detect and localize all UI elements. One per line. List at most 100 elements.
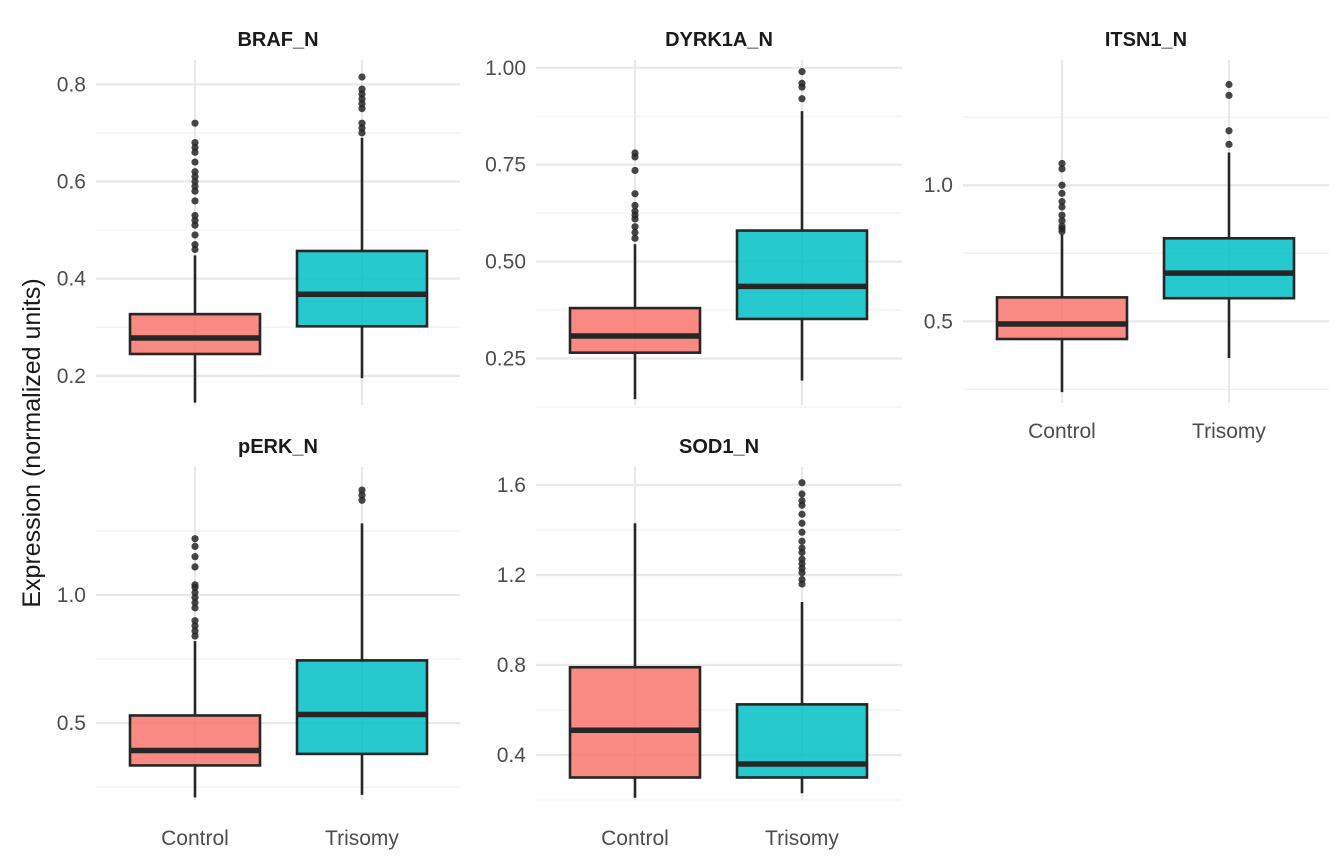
- outlier-point: [631, 149, 639, 157]
- y-tick-label: 0.75: [485, 154, 526, 177]
- outlier-point: [798, 497, 806, 505]
- outlier-point: [631, 234, 639, 242]
- outlier-point: [191, 632, 199, 640]
- y-tick-label: 0.2: [57, 365, 86, 388]
- outlier-point: [798, 528, 806, 536]
- x-tick-label: Trisomy: [765, 827, 839, 850]
- panel-sod1-n: 0.4 0.8 1.2 1.6 SOD1_N Control Trisomy: [497, 436, 902, 850]
- interquartile-box: [568, 665, 702, 779]
- outlier-point: [1225, 80, 1233, 89]
- outlier-point: [191, 622, 199, 630]
- interquartile-box: [295, 249, 429, 328]
- outlier-point: [191, 581, 199, 589]
- interquartile-box: [568, 306, 702, 354]
- x-tick-label: Control: [1028, 420, 1096, 443]
- outlier-point: [1058, 159, 1066, 168]
- outlier-point: [798, 79, 806, 87]
- outlier-point: [631, 207, 639, 215]
- outlier-point: [191, 599, 199, 607]
- outlier-point: [191, 168, 199, 176]
- outlier-point: [1058, 181, 1066, 189]
- y-tick-label: 0.25: [485, 347, 526, 370]
- panel-dyrk1a-n: 0.25 0.50 0.75 1.00 DYRK1A_N: [485, 29, 902, 408]
- interquartile-box: [128, 714, 262, 767]
- outlier-point: [191, 139, 199, 147]
- x-tick-label: Trisomy: [325, 827, 399, 850]
- outlier-point: [1225, 140, 1233, 148]
- outlier-point: [191, 553, 199, 561]
- x-tick-label: Trisomy: [1192, 420, 1266, 443]
- outlier-point: [798, 68, 806, 76]
- outlier-point: [631, 223, 639, 231]
- outlier-point: [358, 73, 366, 81]
- outlier-point: [358, 119, 366, 127]
- outlier-point: [798, 537, 806, 545]
- outlier-point: [1058, 197, 1066, 206]
- y-tick-label: 0.5: [57, 712, 86, 735]
- outlier-point: [1058, 165, 1066, 173]
- box-trisomy: [735, 479, 869, 794]
- outlier-point: [191, 119, 199, 127]
- x-tick-label: Control: [161, 827, 229, 850]
- outlier-point: [191, 563, 199, 571]
- y-tick-label: 0.50: [485, 251, 526, 274]
- box-control: [568, 523, 702, 798]
- box-control: [128, 535, 262, 798]
- panel-itsn1-n: 0.5 1.0 ITSN1_N Control Trisomy: [924, 29, 1329, 443]
- box-control: [995, 159, 1129, 393]
- outlier-point: [1058, 217, 1066, 225]
- outlier-point: [1058, 189, 1066, 197]
- outlier-point: [798, 510, 806, 518]
- y-tick-label: 0.4: [497, 744, 527, 767]
- panel-title: DYRK1A_N: [665, 29, 773, 51]
- panel-title: BRAF_N: [237, 29, 318, 51]
- x-tick-label: Control: [601, 827, 669, 850]
- box-trisomy: [295, 73, 429, 379]
- y-tick-label: 1.2: [497, 564, 526, 587]
- box-trisomy: [295, 486, 429, 795]
- outlier-point: [631, 228, 639, 237]
- outlier-point: [191, 241, 199, 249]
- y-tick-label: 1.0: [57, 584, 86, 607]
- outlier-point: [798, 519, 806, 527]
- interquartile-box: [735, 229, 869, 321]
- outlier-point: [191, 627, 199, 635]
- y-tick-label: 0.8: [497, 654, 526, 677]
- outlier-point: [631, 201, 639, 209]
- interquartile-box: [1162, 237, 1296, 300]
- outlier-point: [191, 542, 199, 551]
- outlier-point: [358, 85, 366, 93]
- outlier-point: [191, 535, 199, 543]
- y-tick-label: 1.0: [924, 174, 953, 197]
- outlier-point: [798, 479, 806, 487]
- outlier-point: [1225, 91, 1233, 99]
- outlier-point: [1058, 203, 1066, 211]
- interquartile-box: [295, 659, 429, 756]
- y-axis-title: Expression (normalized units): [18, 278, 46, 607]
- panel-title: pERK_N: [238, 436, 318, 458]
- outlier-point: [191, 594, 199, 602]
- outlier-point: [191, 231, 199, 239]
- y-tick-label: 0.4: [57, 268, 87, 291]
- y-tick-label: 0.8: [57, 73, 86, 96]
- panel-title: SOD1_N: [679, 436, 759, 458]
- box-control: [128, 119, 262, 403]
- outlier-point: [1058, 222, 1066, 230]
- outlier-point: [358, 486, 366, 494]
- y-tick-label: 0.5: [924, 310, 953, 333]
- outlier-point: [191, 604, 199, 612]
- outlier-point: [798, 95, 806, 103]
- outlier-point: [798, 490, 806, 498]
- y-tick-label: 1.6: [497, 474, 526, 497]
- outlier-point: [358, 496, 366, 504]
- outlier-point: [1225, 127, 1233, 135]
- y-tick-label: 1.00: [485, 57, 526, 80]
- box-control: [568, 149, 702, 400]
- outlier-point: [1058, 211, 1066, 219]
- panel-braf-n: 0.2 0.4 0.6 0.8 BRAF_N: [57, 29, 460, 405]
- outlier-point: [631, 166, 639, 175]
- y-tick-label: 0.6: [57, 170, 86, 193]
- outlier-point: [798, 555, 806, 563]
- box-trisomy: [735, 68, 869, 381]
